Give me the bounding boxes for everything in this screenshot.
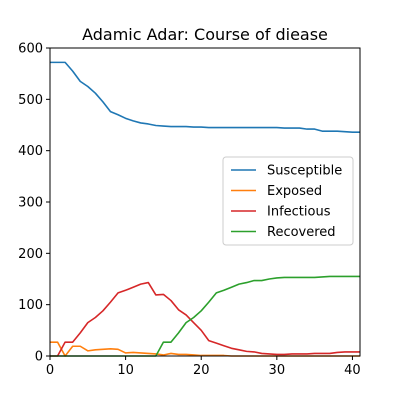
x-tick-label: 30 [269,363,286,378]
chart-title: Adamic Adar: Course of diease [82,25,328,44]
x-axis: 0 10 20 30 40 [46,356,361,378]
series-line-infectious [50,281,360,357]
legend-label: Susceptible [267,164,342,179]
y-tick-label: 100 [18,298,43,313]
x-tick-label: 40 [344,363,361,378]
legend-box [222,156,354,246]
legend: Susceptible Exposed Infectious Recovered [222,156,354,246]
legend-label: Exposed [267,184,322,199]
x-tick-label: 0 [46,363,54,378]
y-tick-label: 600 [18,42,43,57]
y-tick-label: 300 [18,196,43,211]
plot-area: 0 10 20 30 40 0 100 200 300 400 500 600 Susceptibl… [18,42,361,379]
legend-label: Recovered [267,225,336,240]
y-tick-label: 0 [35,350,43,365]
y-tick-label: 200 [18,247,43,262]
y-tick-label: 500 [18,93,43,108]
x-tick-label: 10 [117,363,134,378]
x-tick-label: 20 [193,363,210,378]
axes-frame [49,47,361,357]
series-line-susceptible [50,61,360,133]
y-axis: 0 100 200 300 400 500 600 [18,42,50,365]
legend-label: Infectious [267,205,331,220]
y-tick-label: 400 [18,144,43,159]
